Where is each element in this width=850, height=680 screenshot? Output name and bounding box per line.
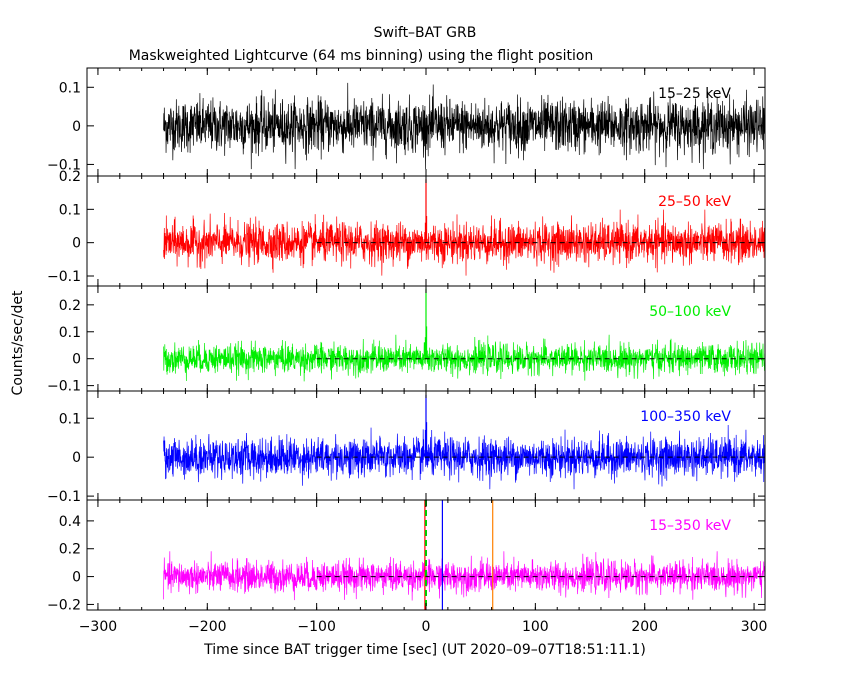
y-tick-label: −0.1 bbox=[47, 269, 81, 285]
x-axis: −300 −200 −100 0 100 200 300 bbox=[79, 619, 768, 635]
energy-band-label: 100–350 keV bbox=[640, 409, 731, 425]
x-tick-label: 100 bbox=[522, 619, 549, 635]
y-tick-label: −0.1 bbox=[47, 379, 81, 395]
x-tick-label: −100 bbox=[297, 619, 335, 635]
series-line bbox=[163, 82, 765, 170]
y-tick-label: 0 bbox=[72, 570, 81, 586]
series-line bbox=[163, 334, 765, 382]
x-tick-label: 0 bbox=[422, 619, 431, 635]
y-tick-label: −0.1 bbox=[47, 489, 81, 505]
y-tick-label: 0 bbox=[72, 119, 81, 135]
y-axis-label: Counts/sec/det bbox=[10, 290, 26, 395]
y-tick-label: 0 bbox=[72, 236, 81, 252]
chart-title: Swift–BAT GRB bbox=[374, 25, 477, 41]
y-tick-label: 0.1 bbox=[59, 202, 81, 218]
y-tick-label: 0.1 bbox=[59, 80, 81, 96]
x-axis-label: Time since BAT trigger time [sec] (UT 20… bbox=[203, 642, 646, 658]
x-tick-label: 300 bbox=[741, 619, 768, 635]
energy-band-label: 50–100 keV bbox=[649, 304, 731, 320]
panel-3: 0.2 0.1 0 −0.1 50–100 keV bbox=[47, 285, 766, 395]
chart-subtitle: Maskweighted Lightcurve (64 ms binning) … bbox=[129, 48, 594, 64]
y-tick-label: 0.2 bbox=[59, 298, 81, 314]
y-tick-label: 0.2 bbox=[59, 169, 81, 185]
x-tick-label: −300 bbox=[79, 619, 117, 635]
series-line bbox=[163, 209, 765, 276]
y-tick-label: 0.1 bbox=[59, 325, 81, 341]
x-tick-label: 200 bbox=[631, 619, 658, 635]
panel-4: 0.1 0 −0.1 100–350 keV bbox=[47, 390, 766, 505]
y-tick-label: 0.1 bbox=[59, 411, 81, 427]
y-tick-label: 0.2 bbox=[59, 542, 81, 558]
y-tick-label: −0.2 bbox=[47, 597, 81, 613]
energy-band-label: 15–25 keV bbox=[658, 86, 731, 102]
y-tick-label: 0.4 bbox=[59, 514, 81, 530]
y-tick-label: 0 bbox=[72, 352, 81, 368]
series-line bbox=[163, 551, 765, 601]
panel-2: 0.2 0.1 0 −0.1 25–50 keV bbox=[47, 169, 766, 287]
energy-band-label: 25–50 keV bbox=[658, 194, 731, 210]
panel-5: 0.4 0.2 0 −0.2 15–350 keV bbox=[47, 499, 766, 613]
panel-1: 0.1 0 −0.1 15–25 keV bbox=[47, 67, 766, 177]
y-tick-label: 0 bbox=[72, 450, 81, 466]
energy-band-label: 15–350 keV bbox=[649, 518, 731, 534]
y-tick-label: −0.1 bbox=[47, 157, 81, 173]
x-tick-label: −200 bbox=[188, 619, 226, 635]
